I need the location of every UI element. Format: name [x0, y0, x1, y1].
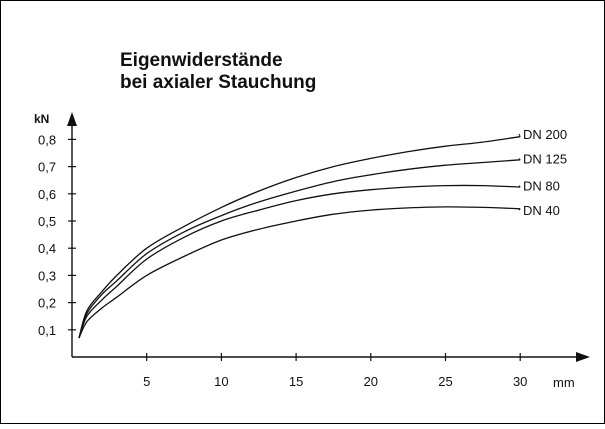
y-tick-label: 0,3 — [38, 268, 56, 283]
y-tick-label: 0,2 — [38, 296, 56, 311]
series-line-dn-40 — [78, 206, 521, 339]
ticks: 5 10 15 20 25 30 0,1 0,2 0,3 0,4 0,5 0,6 0,7 0,8 — [38, 132, 527, 389]
curves — [78, 136, 521, 339]
series-line-dn-200 — [78, 136, 521, 339]
series-label: DN 40 — [523, 203, 560, 218]
y-axis-unit-label: kN — [34, 112, 49, 126]
chart-title-line-1: Eigenwiderstände — [120, 50, 283, 71]
series-label: DN 200 — [523, 127, 567, 142]
x-tick-label: 20 — [364, 374, 378, 389]
y-tick-label: 0,7 — [38, 160, 56, 175]
y-tick-label: 0,8 — [38, 132, 56, 147]
x-tick-label: 30 — [513, 374, 527, 389]
series-label: DN 125 — [523, 151, 567, 166]
series-leader-line — [518, 133, 521, 137]
series-labels: DN 200 DN 125 DN 80 DN 40 — [518, 127, 567, 218]
y-tick-label: 0,4 — [38, 241, 56, 256]
x-axis-unit-label: mm — [553, 375, 575, 390]
y-axis-arrow — [67, 112, 77, 126]
series-line-dn-80 — [78, 184, 521, 339]
series-leader-line — [518, 185, 521, 188]
y-tick-label: 0,5 — [38, 214, 56, 229]
series-label: DN 80 — [523, 179, 560, 194]
series-leader-line — [518, 158, 521, 161]
y-tick-label: 0,1 — [38, 323, 56, 338]
x-tick-label: 25 — [438, 374, 452, 389]
series-line-dn-125 — [78, 159, 521, 339]
axes: kN mm — [34, 112, 590, 390]
series-leader-line — [518, 208, 521, 211]
y-tick-label: 0,6 — [38, 187, 56, 202]
x-tick-label: 5 — [143, 374, 150, 389]
x-tick-label: 10 — [214, 374, 228, 389]
x-tick-label: 15 — [289, 374, 303, 389]
chart-title-line-2: bei axialer Stauchung — [120, 72, 316, 93]
x-axis-arrow — [576, 352, 590, 362]
